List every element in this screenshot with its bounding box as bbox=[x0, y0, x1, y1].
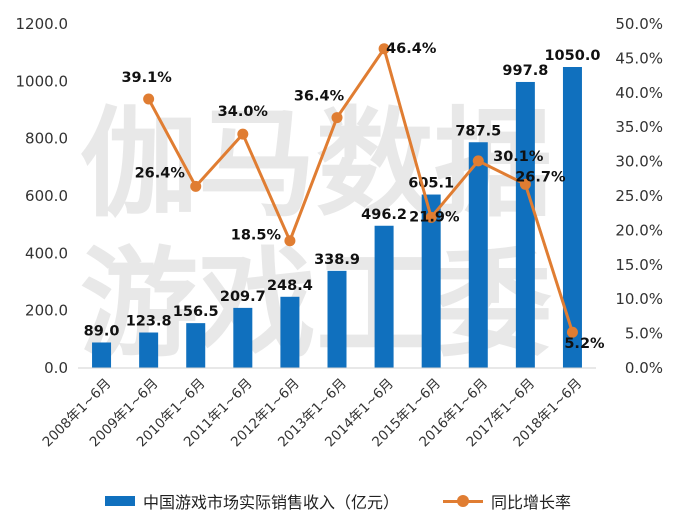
line-point bbox=[143, 93, 155, 105]
right-tick-label: 20.0% bbox=[615, 221, 663, 239]
bar-value-label: 89.0 bbox=[84, 323, 120, 339]
line-point bbox=[378, 43, 390, 55]
bar bbox=[327, 270, 347, 368]
line-point bbox=[425, 211, 437, 223]
legend-item-revenue: 中国游戏市场实际销售收入（亿元） bbox=[104, 489, 399, 513]
legend-label-growth: 同比增长率 bbox=[491, 493, 572, 512]
line-point bbox=[237, 128, 249, 140]
right-tick-label: 15.0% bbox=[615, 256, 663, 274]
line-value-label: 46.4% bbox=[386, 41, 437, 57]
right-tick-label: 30.0% bbox=[615, 153, 663, 171]
bar bbox=[562, 67, 582, 368]
line-series: 39.1% 26.4% 34.0% 18.5% 36.4% 46.4% 21.9% 30.1%… bbox=[121, 41, 605, 352]
x-axis: 2008年1~6月2009年1~6月2010年1~6月2011年1~6月2012… bbox=[40, 367, 596, 450]
bar bbox=[280, 296, 300, 368]
legend-bar-swatch bbox=[104, 496, 135, 506]
bar bbox=[186, 323, 206, 368]
left-tick-label: 1200.0 bbox=[16, 15, 69, 33]
legend-line-swatch bbox=[443, 495, 483, 507]
legend-item-growth: 同比增长率 bbox=[443, 489, 571, 513]
line-value-label: 30.1% bbox=[493, 149, 544, 165]
left-tick-label: 200.0 bbox=[25, 302, 68, 320]
bar-value-label: 338.9 bbox=[314, 252, 360, 268]
line-value-label: 39.1% bbox=[121, 70, 172, 86]
left-tick-label: 1000.0 bbox=[16, 72, 69, 90]
bar bbox=[468, 142, 488, 368]
right-tick-label: 35.0% bbox=[615, 118, 663, 136]
bar-value-label: 156.5 bbox=[173, 304, 219, 320]
left-tick-label: 800.0 bbox=[25, 130, 68, 148]
bar-value-label: 605.1 bbox=[408, 176, 454, 192]
right-tick-label: 45.0% bbox=[615, 49, 663, 67]
combo-chart: 伽马数据 游戏工委 0.0200.0400.0600.0800.01000.01… bbox=[16, 15, 664, 450]
legend-label-revenue: 中国游戏市场实际销售收入（亿元） bbox=[142, 493, 399, 512]
left-tick-label: 0.0 bbox=[44, 359, 68, 377]
right-tick-label: 40.0% bbox=[615, 84, 663, 102]
line-value-label: 18.5% bbox=[231, 228, 282, 244]
left-tick-label: 400.0 bbox=[25, 244, 68, 262]
line-point bbox=[519, 178, 531, 190]
right-axis: 0.0% 5.0% 10.0% 15.0% 20.0% 25.0% 30.0% 35.0% 40… bbox=[615, 15, 663, 377]
bar-value-label: 1050.0 bbox=[544, 48, 600, 64]
line-point bbox=[566, 326, 578, 338]
bar-value-label: 496.2 bbox=[361, 207, 407, 223]
bar bbox=[374, 225, 394, 368]
bar-value-label: 123.8 bbox=[126, 314, 172, 330]
bar bbox=[92, 342, 112, 368]
line-value-label: 26.4% bbox=[135, 165, 186, 181]
line-value-label: 5.2% bbox=[564, 336, 605, 352]
line-value-label: 36.4% bbox=[294, 89, 345, 105]
bar-value-label: 248.4 bbox=[267, 278, 313, 294]
line-value-label: 34.0% bbox=[218, 104, 269, 120]
line-point bbox=[331, 112, 343, 124]
line-point bbox=[472, 155, 484, 167]
right-tick-label: 5.0% bbox=[625, 325, 663, 343]
bar-value-label: 209.7 bbox=[220, 289, 266, 305]
line-point bbox=[190, 180, 202, 192]
line-point bbox=[284, 235, 296, 247]
left-axis: 0.0 200.0 400.0 600.0 800.0 1000.0 1200.0 bbox=[16, 15, 69, 377]
right-tick-label: 25.0% bbox=[615, 187, 663, 205]
bar-value-label: 787.5 bbox=[455, 123, 501, 139]
bar bbox=[139, 332, 159, 368]
bar bbox=[515, 81, 535, 369]
bar-value-label: 997.8 bbox=[502, 63, 548, 79]
growth-line bbox=[147, 47, 574, 333]
right-tick-label: 10.0% bbox=[615, 290, 663, 308]
legend: 中国游戏市场实际销售收入（亿元） 同比增长率 bbox=[0, 486, 676, 516]
bar bbox=[421, 194, 441, 368]
right-tick-label: 0.0% bbox=[625, 359, 663, 377]
line-value-label: 26.7% bbox=[515, 169, 566, 185]
line-value-label: 21.9% bbox=[409, 209, 460, 225]
right-tick-label: 50.0% bbox=[615, 15, 663, 33]
bar bbox=[233, 307, 253, 368]
left-tick-label: 600.0 bbox=[25, 187, 68, 205]
